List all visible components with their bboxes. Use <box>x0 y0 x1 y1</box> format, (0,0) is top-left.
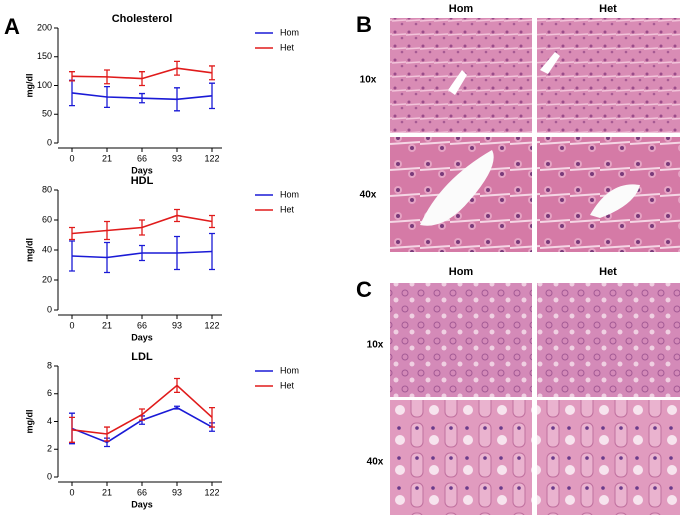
y-tick-label: 0 <box>47 137 52 147</box>
histology-images <box>390 18 680 515</box>
data-line <box>71 92 213 101</box>
y-axis-label: mg/dl <box>24 74 34 98</box>
column-label: Hom <box>449 3 474 15</box>
image <box>537 400 680 515</box>
y-tick-label: 8 <box>47 360 52 370</box>
y-tick-label: 80 <box>42 184 52 194</box>
y-tick-label: 4 <box>47 416 52 426</box>
y-tick-label: 0 <box>47 471 52 481</box>
column-label: Hom <box>449 266 474 278</box>
x-tick-label: 66 <box>137 487 147 497</box>
x-tick-label: 21 <box>102 153 112 163</box>
data-line <box>71 214 213 235</box>
y-axis-label: mg/dl <box>24 238 34 262</box>
row-label: 10x <box>360 75 377 86</box>
y-tick-label: 150 <box>37 51 52 61</box>
x-tick-label: 122 <box>204 487 219 497</box>
y-tick-label: 40 <box>42 244 52 254</box>
panel-label: B <box>356 12 372 37</box>
chart-title: HDL <box>131 175 154 187</box>
legend-label: Het <box>280 42 295 52</box>
legend-label: Het <box>280 204 295 214</box>
y-tick-label: 100 <box>37 80 52 90</box>
column-label: Het <box>599 3 617 15</box>
y-axis-label: mg/dl <box>24 410 34 434</box>
panel-label: C <box>356 277 372 302</box>
row-label: 40x <box>360 190 377 201</box>
y-tick-label: 200 <box>37 22 52 32</box>
x-tick-label: 0 <box>69 153 74 163</box>
x-axis-label: Days <box>131 332 153 342</box>
y-tick-label: 2 <box>47 444 52 454</box>
row-label: 10x <box>367 340 384 351</box>
chart-title: Cholesterol <box>112 13 173 25</box>
x-tick-label: 93 <box>172 320 182 330</box>
y-tick-label: 50 <box>42 109 52 119</box>
panel-label: A <box>4 14 20 39</box>
x-tick-label: 66 <box>137 320 147 330</box>
y-tick-label: 60 <box>42 214 52 224</box>
image <box>537 18 680 133</box>
x-tick-label: 93 <box>172 153 182 163</box>
x-tick-label: 122 <box>204 153 219 163</box>
legend-label: Hom <box>280 189 299 199</box>
legend-label: Hom <box>280 27 299 37</box>
x-tick-label: 0 <box>69 487 74 497</box>
x-tick-label: 0 <box>69 320 74 330</box>
image <box>537 283 680 397</box>
chart-title: LDL <box>131 351 153 363</box>
x-tick-label: 122 <box>204 320 219 330</box>
y-tick-label: 0 <box>47 304 52 314</box>
data-line <box>71 384 213 435</box>
vessel <box>420 150 640 226</box>
y-tick-label: 6 <box>47 388 52 398</box>
x-tick-label: 21 <box>102 320 112 330</box>
column-label: Het <box>599 266 617 278</box>
x-tick-label: 21 <box>102 487 112 497</box>
legend-label: Het <box>280 380 295 390</box>
x-axis-label: Days <box>131 499 153 509</box>
data-line <box>71 250 213 259</box>
image <box>390 283 532 397</box>
row-label: 40x <box>367 457 384 468</box>
data-line <box>71 67 213 80</box>
legend-label: Hom <box>280 365 299 375</box>
x-tick-label: 93 <box>172 487 182 497</box>
x-axis-label: Days <box>131 165 153 175</box>
y-tick-label: 20 <box>42 274 52 284</box>
x-tick-label: 66 <box>137 153 147 163</box>
image <box>390 400 532 515</box>
